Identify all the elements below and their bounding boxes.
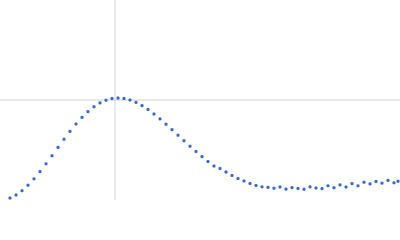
data-point <box>314 186 318 190</box>
data-point <box>164 122 168 126</box>
data-point <box>296 186 300 191</box>
data-point <box>134 100 138 104</box>
chart <box>0 0 400 200</box>
data-point <box>116 96 120 100</box>
data-point <box>68 129 72 133</box>
data-point <box>194 149 198 154</box>
data-point <box>50 154 54 158</box>
data-point <box>20 189 24 193</box>
data-point <box>62 137 66 141</box>
data-point <box>176 133 180 137</box>
data-point <box>44 162 48 166</box>
data-point <box>158 117 162 121</box>
data-point <box>392 181 396 185</box>
data-point <box>98 101 102 105</box>
data-point <box>218 166 222 171</box>
data-point <box>368 182 372 186</box>
data-point <box>104 98 108 102</box>
data-point <box>38 170 42 174</box>
data-point <box>302 187 306 191</box>
data-point <box>230 173 234 178</box>
data-point <box>56 145 60 149</box>
data-point <box>80 115 84 119</box>
data-point <box>374 179 378 184</box>
data-point <box>122 96 126 101</box>
data-point <box>278 185 282 189</box>
data-point <box>140 104 144 108</box>
data-point <box>386 178 390 182</box>
data-point <box>356 184 360 188</box>
data-point <box>332 186 336 190</box>
data-point <box>350 182 354 186</box>
data-point <box>326 184 330 188</box>
data-point <box>236 176 240 181</box>
data-point <box>260 185 264 189</box>
data-point <box>380 181 384 185</box>
data-point <box>128 98 132 102</box>
data-point <box>170 128 174 132</box>
data-point <box>242 179 246 183</box>
data-point <box>86 110 90 114</box>
data-point <box>32 177 36 181</box>
data-point <box>320 187 324 191</box>
data-point <box>212 164 216 168</box>
data-point <box>152 112 156 116</box>
data-point <box>146 107 150 112</box>
data-point <box>338 183 342 187</box>
data-point <box>200 155 204 159</box>
data-point <box>254 183 258 188</box>
data-point <box>188 144 192 148</box>
data-point <box>308 185 312 189</box>
data-point <box>74 122 78 126</box>
data-point <box>14 193 18 197</box>
data-point <box>8 196 12 200</box>
data-point <box>344 185 348 189</box>
data-point <box>248 181 252 186</box>
data-point <box>92 105 96 109</box>
data-point <box>396 179 400 183</box>
data-point <box>26 183 30 187</box>
data-point <box>272 186 276 190</box>
data-point <box>266 185 270 189</box>
data-point <box>182 139 186 143</box>
data-point <box>290 186 294 190</box>
data-point <box>110 96 114 101</box>
data-point <box>284 187 288 191</box>
data-point <box>206 159 210 164</box>
data-point <box>362 180 366 184</box>
data-point <box>224 170 228 174</box>
